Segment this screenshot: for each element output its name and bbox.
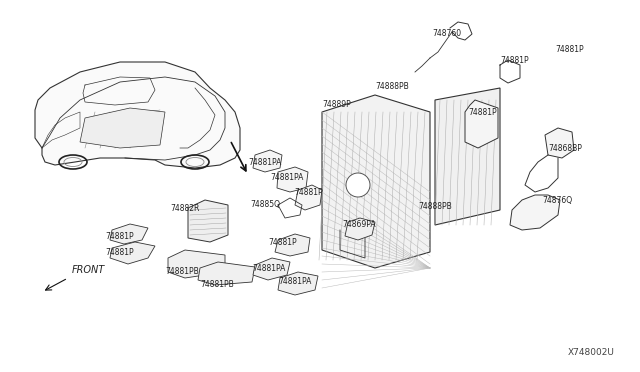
Text: 74876Q: 74876Q (542, 196, 572, 205)
Text: 74881PB: 74881PB (200, 280, 234, 289)
Text: 74889P: 74889P (322, 100, 351, 109)
Text: 74881P: 74881P (105, 248, 134, 257)
Text: 74882R: 74882R (170, 204, 200, 213)
Text: 74881PA: 74881PA (278, 277, 312, 286)
Polygon shape (253, 150, 282, 172)
Text: 74881P: 74881P (555, 45, 584, 54)
Text: 74881P: 74881P (294, 188, 323, 197)
Polygon shape (253, 258, 290, 280)
Text: 748760: 748760 (432, 29, 461, 38)
Polygon shape (545, 128, 574, 158)
Text: 74881P: 74881P (268, 238, 296, 247)
Polygon shape (110, 242, 155, 264)
Polygon shape (345, 218, 375, 240)
Polygon shape (278, 272, 318, 295)
Text: 74881PA: 74881PA (248, 158, 282, 167)
Text: 74881P: 74881P (105, 232, 134, 241)
Text: FRONT: FRONT (72, 265, 105, 275)
Polygon shape (35, 62, 240, 168)
Polygon shape (168, 250, 225, 278)
Polygon shape (322, 95, 430, 268)
Text: X748002U: X748002U (568, 348, 615, 357)
Polygon shape (110, 224, 148, 244)
Polygon shape (435, 88, 500, 225)
Polygon shape (277, 167, 308, 192)
Text: 74868BP: 74868BP (548, 144, 582, 153)
Polygon shape (510, 195, 560, 230)
Polygon shape (188, 200, 228, 242)
Text: 74885Q: 74885Q (250, 200, 280, 209)
Text: 74881PA: 74881PA (270, 173, 303, 182)
Text: 74888PB: 74888PB (375, 82, 409, 91)
Polygon shape (295, 185, 322, 210)
Text: 74888PB: 74888PB (418, 202, 452, 211)
Text: 74881PA: 74881PA (252, 264, 285, 273)
Polygon shape (198, 262, 255, 285)
Text: 74869PA: 74869PA (342, 220, 376, 229)
Polygon shape (465, 100, 498, 148)
Polygon shape (275, 234, 310, 256)
Polygon shape (80, 108, 165, 148)
Text: 74881PB: 74881PB (165, 267, 199, 276)
Text: 74881P: 74881P (500, 56, 529, 65)
Text: 74881P: 74881P (468, 108, 497, 117)
Circle shape (346, 173, 370, 197)
